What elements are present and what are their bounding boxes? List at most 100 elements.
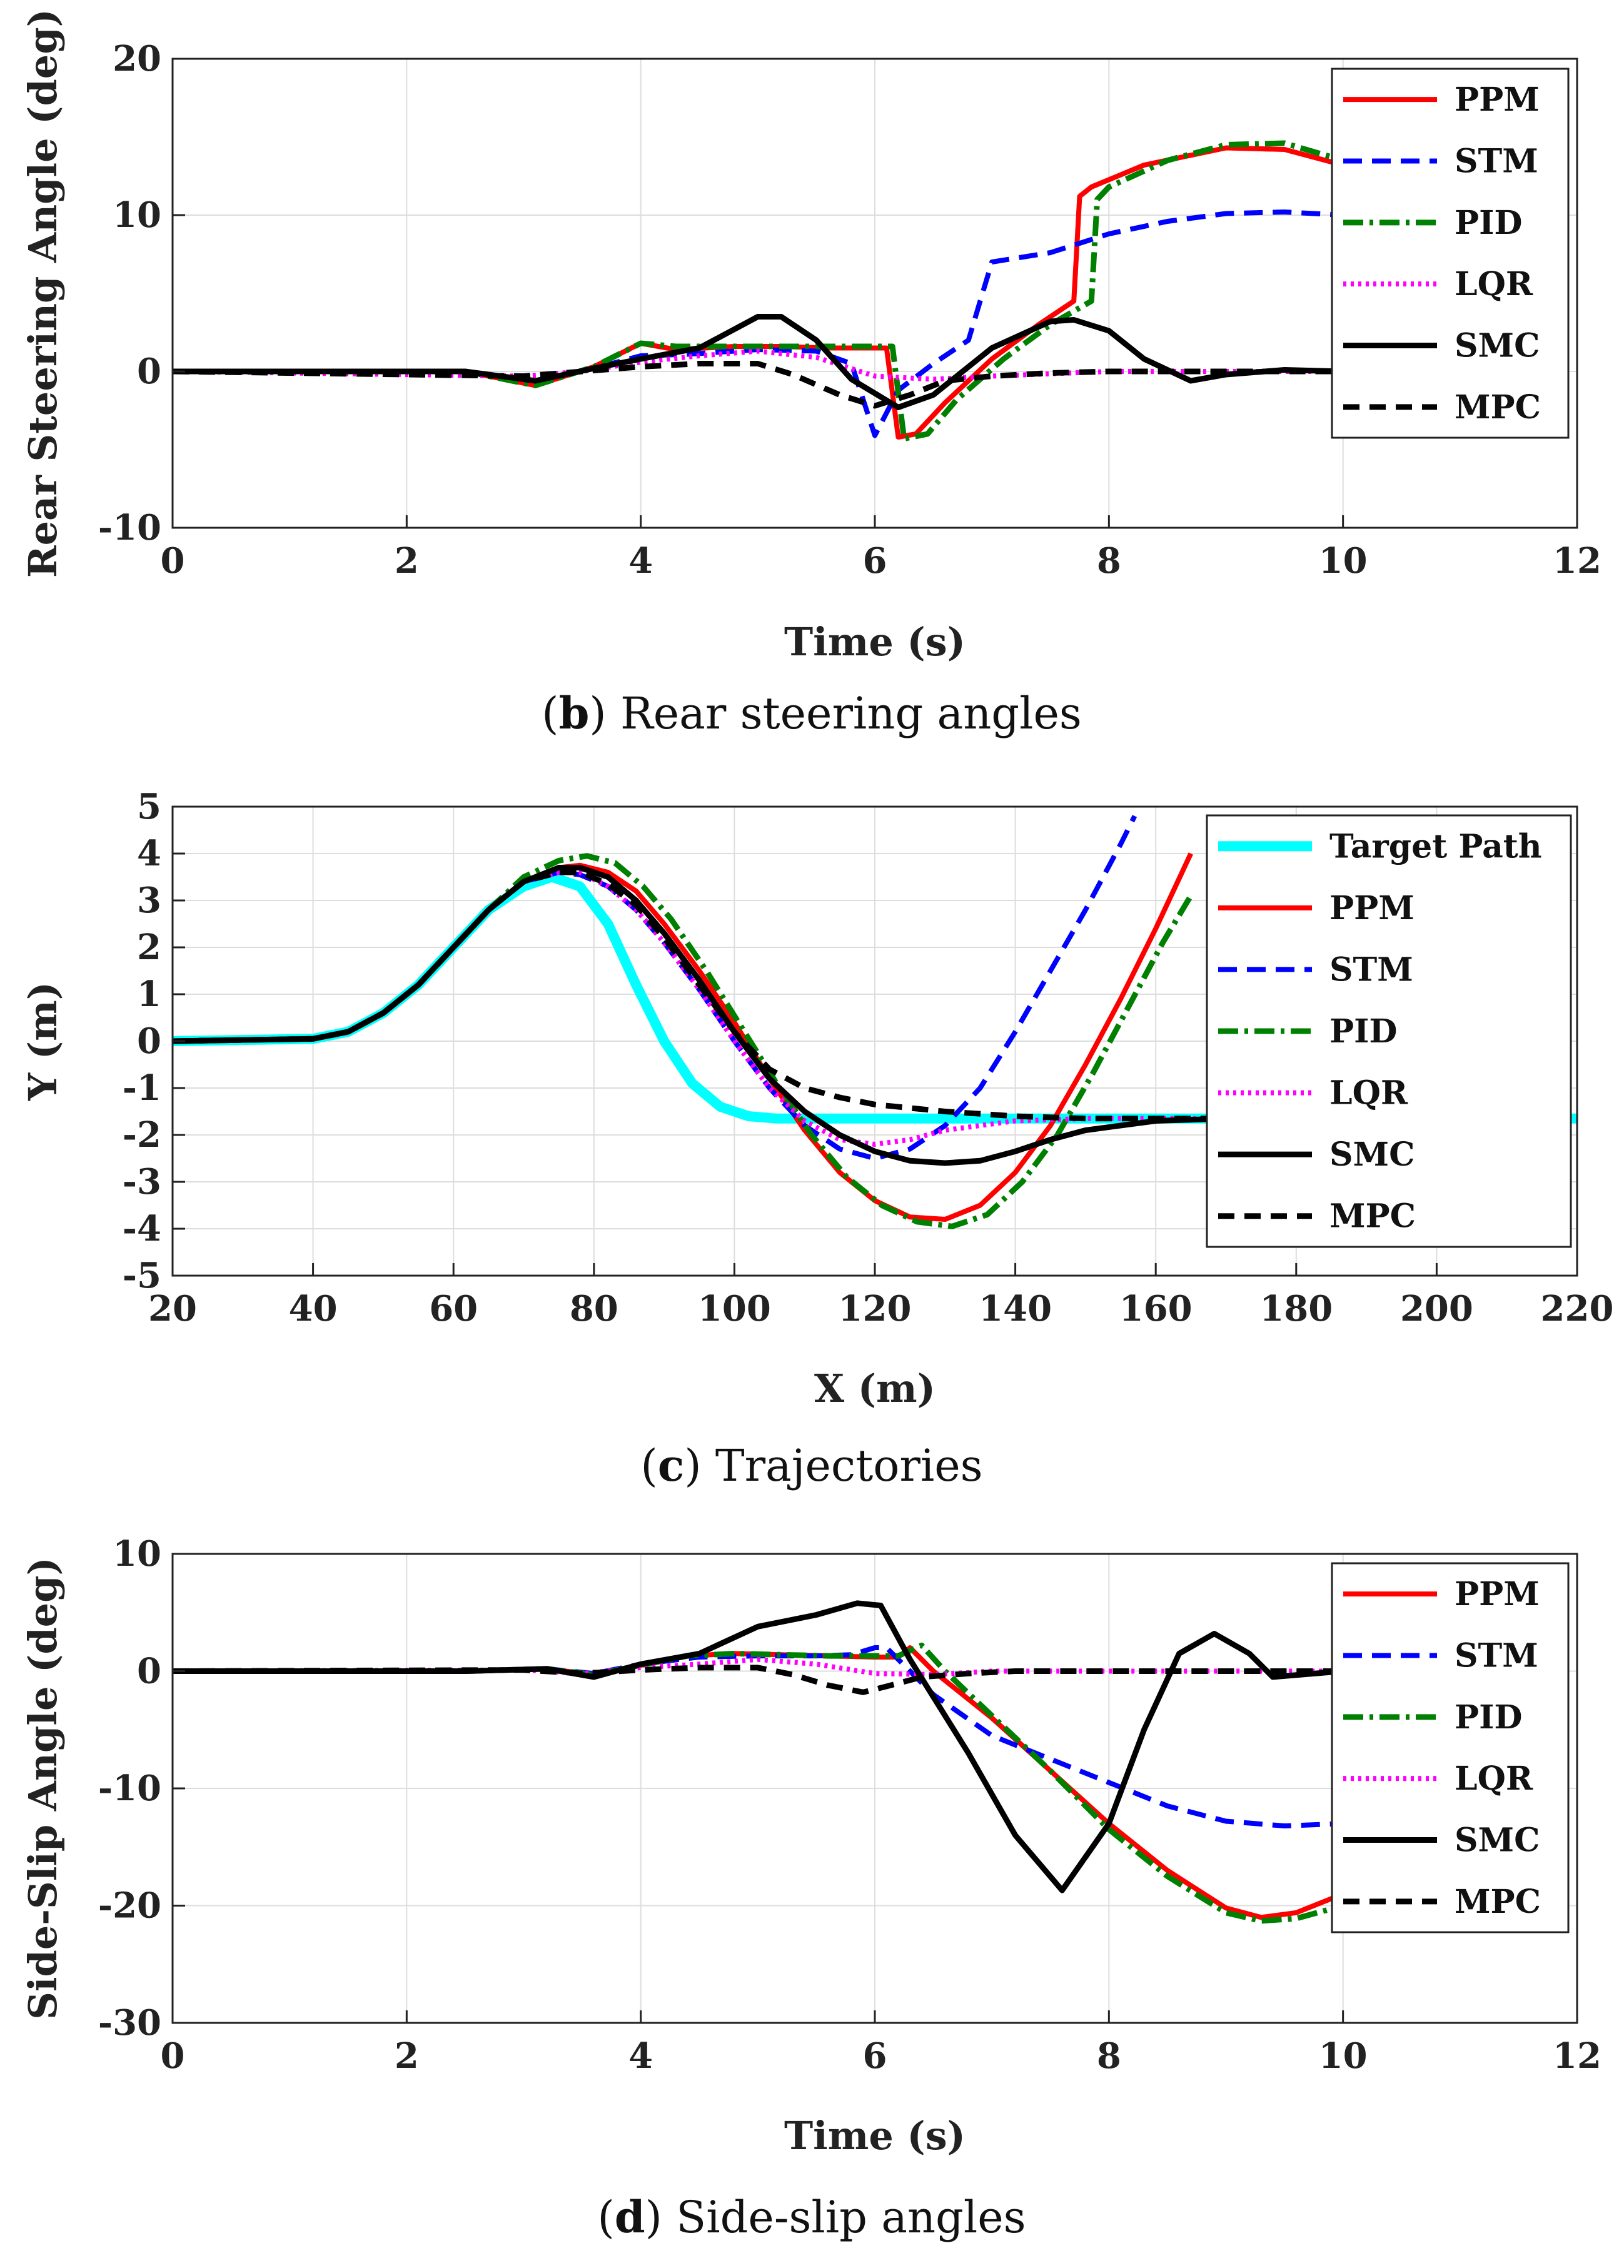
panel-d-xlabel: Time (s) bbox=[784, 2113, 966, 2159]
panel-d-series-pid bbox=[173, 1642, 1344, 1924]
panel-c-xtick-label-9: 200 bbox=[1400, 1288, 1473, 1329]
panel-c-xtick-label-4: 100 bbox=[698, 1288, 771, 1329]
panel-c-legend-label-pid: PID bbox=[1329, 1012, 1398, 1051]
panel-b-xtick-label-1: 2 bbox=[395, 540, 419, 582]
panel-c-ytick-label-4: -1 bbox=[123, 1067, 161, 1109]
panel-d-xtick-label-5: 10 bbox=[1319, 2035, 1368, 2077]
panel-b-legend-label-stm: STM bbox=[1455, 143, 1538, 181]
panel-c-legend-label-target-path: Target Path bbox=[1329, 827, 1542, 865]
panel-c-legend-label-stm: STM bbox=[1329, 950, 1413, 989]
panel-d-xtick-label-3: 6 bbox=[863, 2035, 887, 2077]
panel-c-ylabel: Y (m) bbox=[20, 982, 66, 1101]
panel-c-ytick-label-2: -3 bbox=[123, 1161, 161, 1202]
panel-c-xtick-label-3: 80 bbox=[570, 1288, 618, 1329]
panel-b-xlabel: Time (s) bbox=[784, 619, 966, 665]
panel-d: 0 2 4 6 8 10 12 -30 -20 -10 0 10 Time (s) Side-Slip… bbox=[20, 1533, 1601, 2243]
panel-c-series-stm bbox=[173, 815, 1137, 1161]
panel-b-xtick-label-3: 6 bbox=[863, 540, 887, 582]
panel-c-xtick-label-5: 120 bbox=[839, 1288, 912, 1329]
panel-d-legend-label-ppm: PPM bbox=[1455, 1575, 1540, 1613]
panel-c-series-lqr bbox=[173, 870, 1226, 1147]
panel-c-ytick-label-1: -4 bbox=[123, 1208, 161, 1249]
panel-b-series-pid bbox=[173, 140, 1344, 441]
panel-d-ylabel: Side-Slip Angle (deg) bbox=[20, 1557, 66, 2020]
panel-d-xtick-label-2: 4 bbox=[628, 2035, 653, 2077]
panel-c-ytick-label-8: 3 bbox=[137, 880, 161, 921]
panel-d-xtick-label-6: 12 bbox=[1553, 2035, 1601, 2077]
panel-d-xtick-label-1: 2 bbox=[395, 2035, 419, 2077]
panel-d-series-mpc bbox=[173, 1665, 1343, 1695]
panel-d-series-smc bbox=[173, 1600, 1344, 1893]
panel-d-ytick-label-0: -30 bbox=[98, 2002, 161, 2044]
panel-d-ticks: 0 2 4 6 8 10 12 -30 -20 -10 0 10 bbox=[98, 1533, 1601, 2077]
panel-b-legend-label-lqr: LQR bbox=[1455, 265, 1533, 303]
panel-b-lines bbox=[173, 140, 1344, 441]
panel-b-xtick-label-0: 0 bbox=[161, 540, 185, 582]
panel-b-series-smc bbox=[173, 314, 1343, 410]
panel-b-legend-box bbox=[1331, 68, 1570, 439]
panel-b-xtick-label-5: 10 bbox=[1319, 540, 1368, 582]
panel-b-caption-letter: b bbox=[558, 687, 589, 739]
panel-d-xtick-label-4: 8 bbox=[1097, 2035, 1121, 2077]
panel-b-xtick-label-6: 12 bbox=[1553, 540, 1601, 582]
panel-d-legend-label-pid: PID bbox=[1455, 1698, 1523, 1736]
panel-b-xtick-label-2: 4 bbox=[628, 540, 653, 582]
panel-d-legend-label-stm: STM bbox=[1455, 1637, 1538, 1675]
panel-b-series-lqr bbox=[173, 348, 1343, 382]
panel-d-lines bbox=[173, 1600, 1344, 1924]
panel-c-ticks: 20 40 60 80 100 120 140 160 180 200 220 -5 -4 -3 -2 -1 0… bbox=[123, 786, 1614, 1329]
panel-d-legend-label-mpc: MPC bbox=[1455, 1883, 1541, 1921]
panel-c-legend-label-smc: SMC bbox=[1329, 1136, 1415, 1174]
panel-c-legend-label-lqr: LQR bbox=[1329, 1074, 1408, 1112]
panel-c-ytick-label-6: 1 bbox=[137, 974, 161, 1015]
panel-d-caption-text: Side-slip angles bbox=[662, 2192, 1026, 2243]
panel-c-ytick-label-0: -5 bbox=[123, 1255, 161, 1296]
panel-c-xtick-label-1: 40 bbox=[289, 1288, 338, 1329]
panel-d-ytick-label-3: 0 bbox=[137, 1651, 161, 1692]
panel-d-ytick-label-1: -20 bbox=[98, 1885, 161, 1927]
panel-b-xtick-label-4: 8 bbox=[1097, 540, 1121, 582]
panel-b-series-mpc bbox=[173, 361, 1343, 409]
panel-c-caption-letter: c bbox=[658, 1439, 685, 1491]
panel-c: 20 40 60 80 100 120 140 160 180 200 220 -5 -4 -3 -2 -1 0… bbox=[20, 786, 1613, 1491]
panel-d-ytick-label-4: 10 bbox=[113, 1533, 161, 1575]
panel-b-legend: PPM STM PID LQR SMC MPC bbox=[1331, 68, 1570, 439]
panel-c-caption: (c) Trajectories bbox=[640, 1439, 982, 1491]
panel-b-ylabel: Rear Steering Angle (deg) bbox=[20, 9, 66, 578]
panel-b-legend-label-smc: SMC bbox=[1455, 327, 1540, 365]
panel-c-xtick-label-2: 60 bbox=[429, 1288, 478, 1329]
panel-d-caption-letter: d bbox=[615, 2191, 645, 2243]
panel-c-ytick-label-5: 0 bbox=[137, 1021, 161, 1062]
panel-d-legend: PPM STM PID LQR SMC MPC bbox=[1331, 1562, 1570, 1933]
panel-b-series-stm bbox=[173, 209, 1343, 438]
panel-d-ytick-label-2: -10 bbox=[98, 1768, 161, 1809]
panel-c-series-mpc bbox=[173, 869, 1226, 1122]
panel-d-series-lqr bbox=[173, 1656, 1343, 1678]
panel-b-caption: (b) Rear steering angles bbox=[542, 687, 1082, 739]
panel-d-caption: (d) Side-slip angles bbox=[597, 2191, 1026, 2243]
panel-d-legend-label-smc: SMC bbox=[1455, 1822, 1540, 1860]
panel-c-legend-label-mpc: MPC bbox=[1329, 1197, 1416, 1236]
panel-c-legend-label-ppm: PPM bbox=[1329, 889, 1415, 927]
panel-b-ytick-label-1: 0 bbox=[137, 351, 161, 392]
panel-c-caption-text: Trajectories bbox=[702, 1440, 983, 1491]
panel-b-series-ppm bbox=[173, 145, 1344, 440]
panel-c-xtick-label-8: 180 bbox=[1259, 1288, 1333, 1329]
panel-d-xtick-label-0: 0 bbox=[161, 2035, 185, 2077]
panel-c-series-pid bbox=[173, 853, 1194, 1229]
panel-c-lines bbox=[173, 815, 1577, 1229]
panel-d-legend-box bbox=[1331, 1562, 1570, 1933]
panel-b-caption-text: Rear steering angles bbox=[607, 688, 1082, 739]
panel-c-ytick-label-9: 4 bbox=[137, 833, 161, 874]
panel-c-xtick-label-10: 220 bbox=[1541, 1288, 1614, 1329]
panel-c-legend: Target Path PPM STM PID LQR SMC MPC bbox=[1206, 814, 1572, 1248]
panel-d-legend-label-lqr: LQR bbox=[1455, 1760, 1533, 1798]
panel-b-ytick-label-2: 10 bbox=[113, 194, 161, 236]
panel-b-ytick-label-3: 20 bbox=[113, 38, 161, 79]
panel-c-ytick-label-3: -2 bbox=[123, 1114, 161, 1156]
panel-c-xtick-label-7: 160 bbox=[1119, 1288, 1193, 1329]
panel-b-ytick-label-0: -10 bbox=[98, 507, 161, 548]
